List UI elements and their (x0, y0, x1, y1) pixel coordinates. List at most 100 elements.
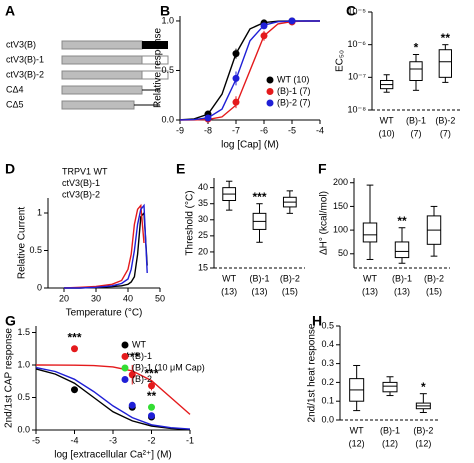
x-tick-label: -7 (232, 125, 240, 135)
data-point (128, 371, 136, 379)
x-tick-label: (B)-1 (250, 273, 270, 283)
y-tick-label: 0.0 (17, 424, 30, 434)
x-tick-label: -5 (288, 125, 296, 135)
fit-curve (35, 368, 191, 431)
legend-marker (121, 341, 129, 349)
y-axis-title: Relative Current (17, 207, 28, 279)
legend-label: WT (10) (277, 74, 309, 84)
y-axis-title: 2nd/1st CAP response (4, 328, 15, 428)
x-tick-label: 20 (59, 293, 69, 303)
significance: *** (125, 350, 139, 364)
x-tick-label: (B)-2 (280, 273, 300, 283)
y-tick-label: 200 (333, 177, 348, 187)
x-tick-label: (B)-1 (406, 115, 426, 125)
y-tick-label: 1.5 (17, 327, 30, 337)
data-point (148, 403, 155, 411)
data-point (232, 50, 240, 58)
construct-bar (61, 55, 143, 65)
significance: *** (144, 366, 158, 380)
sample-size: (13) (221, 286, 237, 296)
y-tick-label: 20 (198, 246, 208, 256)
y-tick-label: 1 (37, 207, 42, 217)
construct-label: ctV3(B)-1 (6, 54, 44, 64)
fit-curve (35, 364, 191, 415)
legend-label: TRPV1 WT (62, 166, 108, 176)
sample-size: (13) (251, 286, 267, 296)
y-tick-label: 0.5 (161, 65, 174, 75)
y-tick-label: 10⁻⁸ (347, 104, 366, 114)
sample-size: (13) (394, 286, 410, 296)
y-axis-title: EC₅₀ (335, 50, 346, 72)
sample-size: (12) (382, 438, 398, 448)
y-tick-label: 15 (198, 262, 208, 272)
x-tick-label: 30 (91, 293, 101, 303)
construct-label: CΔ5 (6, 99, 24, 109)
y-tick-label: 0.0 (321, 414, 334, 424)
legend-label: (B)-2 (132, 374, 152, 384)
x-tick-label: -3 (109, 435, 117, 445)
temperature-trace (63, 203, 145, 289)
construct-label: CΔ4 (6, 84, 24, 94)
data-point (232, 98, 240, 106)
x-tick-label: -1 (186, 435, 194, 445)
x-tick-label: -8 (204, 125, 212, 135)
data-point (260, 22, 268, 30)
legend-label: (B)-2 (7) (277, 97, 311, 107)
construct-bar (61, 40, 143, 50)
box (394, 241, 410, 259)
x-tick-label: WT (350, 425, 364, 435)
y-axis-title: Relative response (153, 28, 164, 108)
x-tick-label: (B)-2 (413, 425, 433, 435)
fit-curve (35, 366, 191, 430)
y-tick-label: 0.1 (321, 396, 334, 406)
x-tick-label: -4 (70, 435, 78, 445)
y-tick-label: 0.5 (17, 392, 30, 402)
y-tick-label: 40 (198, 182, 208, 192)
box (409, 61, 423, 81)
data-point (148, 382, 155, 390)
y-tick-label: 0.5 (29, 245, 42, 255)
x-tick-label: (B)-1 (392, 273, 412, 283)
x-tick-label: WT (222, 273, 236, 283)
y-tick-label: 10⁻⁷ (348, 72, 366, 82)
data-point (71, 386, 78, 394)
y-tick-label: 150 (333, 201, 348, 211)
x-tick-label: (B)-2 (435, 115, 455, 125)
panel-label: G (5, 313, 16, 329)
x-tick-label: 40 (123, 293, 133, 303)
significance: *** (67, 331, 81, 345)
significance: ** (397, 214, 407, 228)
legend-marker (266, 99, 274, 107)
y-tick-label: 0.3 (321, 358, 334, 368)
temperature-trace (64, 203, 148, 289)
x-tick-label: WT (363, 273, 377, 283)
legend-label: WT (132, 339, 146, 349)
y-tick-label: 10⁻⁶ (348, 39, 367, 49)
construct-label: ctV3(B)-2 (6, 69, 44, 79)
y-tick-label: 100 (333, 224, 348, 234)
y-axis-title: ΔH° (kcal/mol) (319, 191, 330, 255)
x-axis-title: log [extracellular Ca²⁺] (M) (54, 450, 172, 461)
x-tick-label: WT (380, 115, 394, 125)
legend-label: (B)-1 (7) (277, 86, 311, 96)
panel-label: E (176, 161, 185, 177)
data-point (71, 345, 78, 353)
legend-marker (266, 88, 274, 95)
box (438, 49, 452, 78)
data-point (232, 74, 240, 82)
x-tick-label: (B)-1 (380, 425, 400, 435)
x-axis-title: Temperature (°C) (66, 308, 143, 319)
construct-bar (141, 55, 169, 65)
x-tick-label: -4 (316, 125, 324, 135)
data-point (128, 401, 136, 409)
x-tick-label: -6 (260, 125, 268, 135)
y-tick-label: 0.5 (321, 320, 334, 330)
construct-label: ctV3(B) (6, 39, 36, 49)
significance: * (414, 41, 419, 55)
sample-size: (7) (411, 128, 422, 138)
y-tick-label: 25 (198, 230, 208, 240)
y-tick-label: 0.4 (321, 339, 334, 349)
significance: *** (252, 190, 266, 204)
data-point (260, 32, 268, 40)
